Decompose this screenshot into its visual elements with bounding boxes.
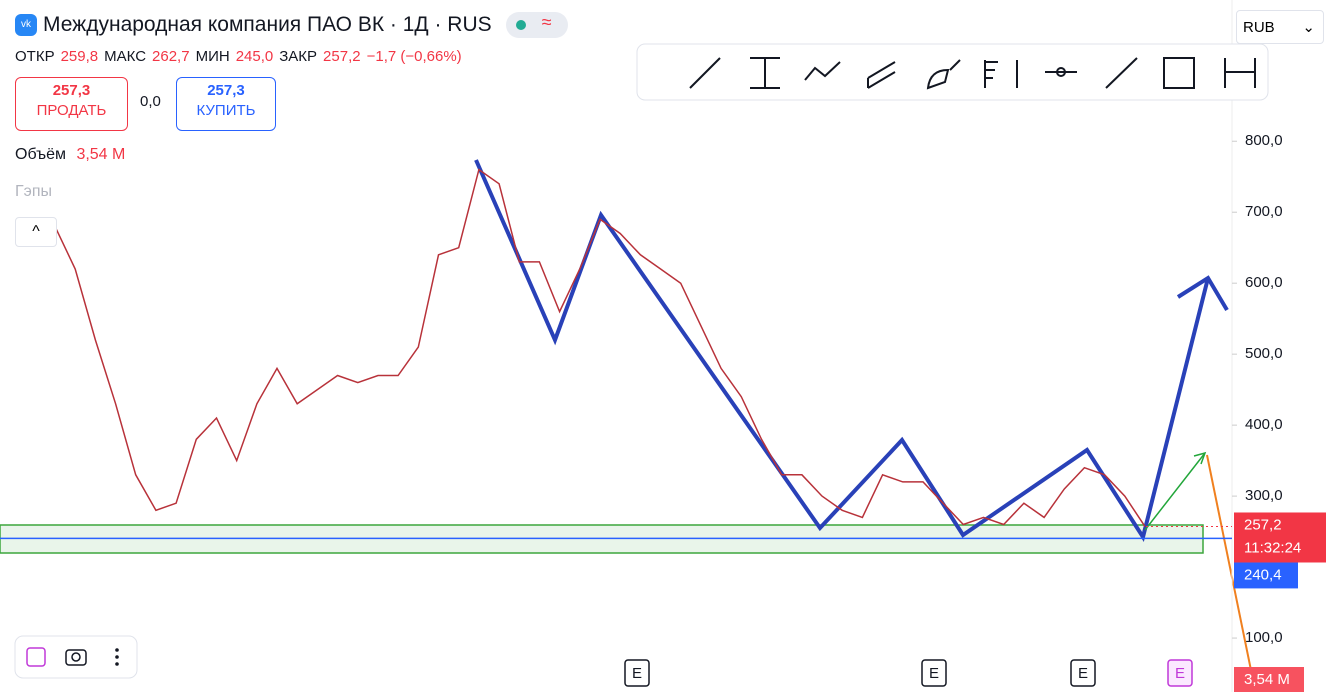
ohlc-label: ЗАКР <box>279 48 318 65</box>
price-line <box>54 168 1146 527</box>
volume-tag <box>1234 667 1304 692</box>
currency-select[interactable]: RUB ⌄ <box>1236 10 1324 44</box>
ohlc-label: МАКС <box>104 48 147 65</box>
bottom-toolbar <box>14 635 138 679</box>
status-pill: ≈ <box>505 12 568 38</box>
y-tick-label: 600,0 <box>1245 274 1283 291</box>
ohlc-value: 259,8 <box>60 48 99 65</box>
header-title: vk Международная компания ПАО ВК · 1Д · … <box>15 12 568 38</box>
volume: Объём 3,54 M <box>15 146 125 164</box>
ohlc-label: ОТКР <box>15 48 55 65</box>
event-label: E <box>1078 665 1088 682</box>
gaps: Гэпы <box>15 183 52 200</box>
ohlc-value: 262,7 <box>152 48 190 65</box>
event-label: E <box>929 665 939 682</box>
event-marker <box>1070 659 1096 687</box>
collapse-button[interactable]: ^ <box>15 217 57 247</box>
buy-price: 257,3 <box>207 82 245 99</box>
event-label: E <box>1175 665 1185 682</box>
level-tag <box>1234 562 1298 589</box>
volume-label: Объём <box>15 146 66 163</box>
ohlc-label: МИН <box>195 48 230 65</box>
title: Международная компания ПАО ВК · 1Д · RUS <box>43 13 492 36</box>
ohlc: ОТКР 259,8 МАКС 262,7 МИН 245,0 ЗАКР 257,2 −1,7 … <box>15 48 462 65</box>
buy-label: КУПИТЬ <box>196 102 256 119</box>
sell-label: ПРОДАТЬ <box>36 102 107 119</box>
y-tick-label: 400,0 <box>1245 416 1283 433</box>
ohlc-value: 257,2 <box>323 48 361 65</box>
last-price-tag <box>1234 512 1326 563</box>
currency: RUB <box>1243 19 1275 36</box>
event-marker <box>1167 659 1193 687</box>
volume-value: 3,54 M <box>76 146 126 163</box>
level-label: 240,4 <box>1244 566 1282 583</box>
ohlc-value: 245,0 <box>235 48 274 65</box>
event-marker <box>624 659 650 687</box>
drawing-arrow <box>1176 275 1229 312</box>
y-tick-label: 500,0 <box>1245 345 1283 362</box>
last-price-label: 257,2 <box>1244 516 1282 533</box>
countdown: 11:32:24 <box>1244 539 1301 556</box>
logo: vk <box>15 14 37 36</box>
event-label: E <box>632 665 642 682</box>
y-tick-label: 700,0 <box>1245 203 1283 220</box>
drawing-toolbar <box>636 43 1269 101</box>
spread: 0,0 <box>140 93 161 110</box>
sell-button[interactable]: 257,3 ПРОДАТЬ <box>15 77 128 131</box>
y-tick-label: 100,0 <box>1245 629 1283 646</box>
drawing-arrow <box>1193 451 1207 465</box>
volume-axis-label: 3,54 M <box>1244 671 1290 688</box>
drawing <box>1206 454 1254 681</box>
event-marker <box>921 659 947 687</box>
drawing <box>474 159 1210 542</box>
y-tick-label: 300,0 <box>1245 487 1283 504</box>
change: −1,7 (−0,66%) <box>366 48 462 65</box>
y-tick-label: 800,0 <box>1245 132 1283 149</box>
drawing <box>1144 452 1206 531</box>
sell-price: 257,3 <box>52 82 91 99</box>
buy-button[interactable]: 257,3 КУПИТЬ <box>176 77 276 131</box>
